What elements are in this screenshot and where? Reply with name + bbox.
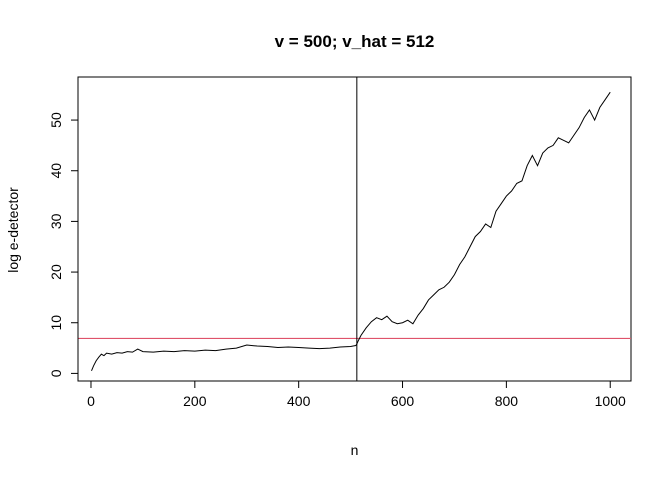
y-tick-label: 20 <box>48 264 64 280</box>
y-tick-label: 50 <box>48 112 64 128</box>
y-axis: 0 10 20 30 40 50 <box>48 112 79 377</box>
x-tick-label: 600 <box>391 393 415 409</box>
y-tick-label: 30 <box>48 213 64 229</box>
y-tick-label: 10 <box>48 315 64 331</box>
x-axis-label: n <box>351 442 359 458</box>
x-tick-label: 200 <box>183 393 207 409</box>
x-tick-label: 0 <box>87 393 95 409</box>
x-tick-label: 800 <box>495 393 519 409</box>
x-tick-label: 400 <box>287 393 311 409</box>
x-axis: 0 200 400 600 800 1000 <box>87 380 626 409</box>
y-tick-label: 0 <box>48 369 64 377</box>
y-tick-label: 40 <box>48 163 64 179</box>
plot-area <box>77 76 632 382</box>
plot-frame <box>77 76 632 382</box>
y-axis-label: log e-detector <box>5 187 21 273</box>
chart-title: v = 500; v_hat = 512 <box>275 32 435 51</box>
x-tick-label: 1000 <box>595 393 626 409</box>
series-line-1 <box>91 91 611 372</box>
